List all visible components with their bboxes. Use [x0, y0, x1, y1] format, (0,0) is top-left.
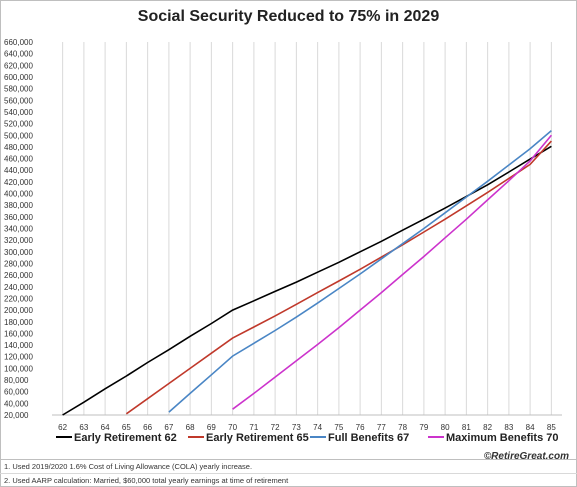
y-tick-label: 220,000: [4, 294, 33, 303]
y-tick-label: 400,000: [4, 190, 33, 199]
y-tick-label: 660,000: [4, 38, 33, 47]
credit-text: ©RetireGreat.com: [483, 451, 569, 462]
series-line: [232, 134, 553, 410]
legend-label: Early Retirement 65: [206, 432, 309, 444]
y-tick-label: 540,000: [4, 108, 33, 117]
legend-label: Maximum Benefits 70: [446, 432, 558, 444]
series-line: [125, 140, 552, 415]
y-tick-label: 460,000: [4, 155, 33, 164]
y-tick-label: 620,000: [4, 61, 33, 70]
x-tick-label: 85: [547, 423, 556, 432]
x-tick-label: 75: [334, 423, 343, 432]
x-tick-label: 72: [271, 423, 280, 432]
x-tick-label: 77: [377, 423, 386, 432]
x-tick-label: 65: [122, 423, 131, 432]
line-chart: 20,000 40,000 60,000 80,000 100,000 120,000 14…: [4, 38, 562, 444]
x-tick-label: 62: [58, 423, 67, 432]
notes: 1. Used 2019/2020 1.6% Cost of Living Al…: [0, 459, 577, 487]
y-tick-label: 240,000: [4, 283, 33, 292]
y-tick-label: 80,000: [4, 376, 29, 385]
y-tick-label: 600,000: [4, 73, 33, 82]
y-tick-label: 20,000: [4, 411, 29, 420]
y-tick-label: 440,000: [4, 166, 33, 175]
x-tick-label: 66: [143, 423, 152, 432]
x-tick-label: 70: [228, 423, 237, 432]
note-1: 1. Used 2019/2020 1.6% Cost of Living Al…: [0, 460, 577, 474]
x-tick-label: 79: [419, 423, 428, 432]
y-tick-label: 140,000: [4, 341, 33, 350]
x-tick-label: 68: [186, 423, 195, 432]
x-tick-label: 76: [356, 423, 365, 432]
y-tick-label: 160,000: [4, 329, 33, 338]
y-tick-label: 520,000: [4, 120, 33, 129]
y-tick-label: 340,000: [4, 225, 33, 234]
x-tick-label: 69: [207, 423, 216, 432]
x-tick-label: 67: [164, 423, 173, 432]
x-tick-label: 73: [292, 423, 301, 432]
x-tick-label: 78: [398, 423, 407, 432]
y-tick-label: 120,000: [4, 353, 33, 362]
series-line: [168, 129, 552, 413]
chart-title: Social Security Reduced to 75% in 2029: [137, 8, 440, 25]
y-tick-label: 640,000: [4, 50, 33, 59]
note-2: 2. Used AARP calculation: Married, $60,0…: [4, 476, 289, 485]
x-tick-label: 84: [526, 423, 535, 432]
x-tick-label: 82: [483, 423, 492, 432]
x-tick-label: 63: [79, 423, 88, 432]
y-tick-label: 560,000: [4, 96, 33, 105]
legend-label: Full Benefits 67: [328, 432, 409, 444]
legend-label: Early Retirement 62: [74, 432, 177, 444]
y-tick-label: 500,000: [4, 131, 33, 140]
y-tick-label: 60,000: [4, 388, 29, 397]
y-tick-label: 180,000: [4, 318, 33, 327]
y-tick-label: 420,000: [4, 178, 33, 187]
x-tick-label: 71: [249, 423, 258, 432]
y-tick-label: 360,000: [4, 213, 33, 222]
x-tick-label: 81: [462, 423, 471, 432]
y-tick-label: 40,000: [4, 399, 29, 408]
y-tick-label: 280,000: [4, 259, 33, 268]
x-tick-label: 80: [441, 423, 450, 432]
series-line: [62, 145, 552, 416]
y-tick-label: 200,000: [4, 306, 33, 315]
y-tick-label: 300,000: [4, 248, 33, 257]
x-tick-label: 74: [313, 423, 322, 432]
y-tick-label: 260,000: [4, 271, 33, 280]
y-tick-label: 580,000: [4, 85, 33, 94]
y-tick-label: 100,000: [4, 364, 33, 373]
y-tick-label: 380,000: [4, 201, 33, 210]
y-tick-label: 320,000: [4, 236, 33, 245]
x-tick-label: 83: [504, 423, 513, 432]
y-tick-label: 480,000: [4, 143, 33, 152]
x-tick-label: 64: [101, 423, 110, 432]
